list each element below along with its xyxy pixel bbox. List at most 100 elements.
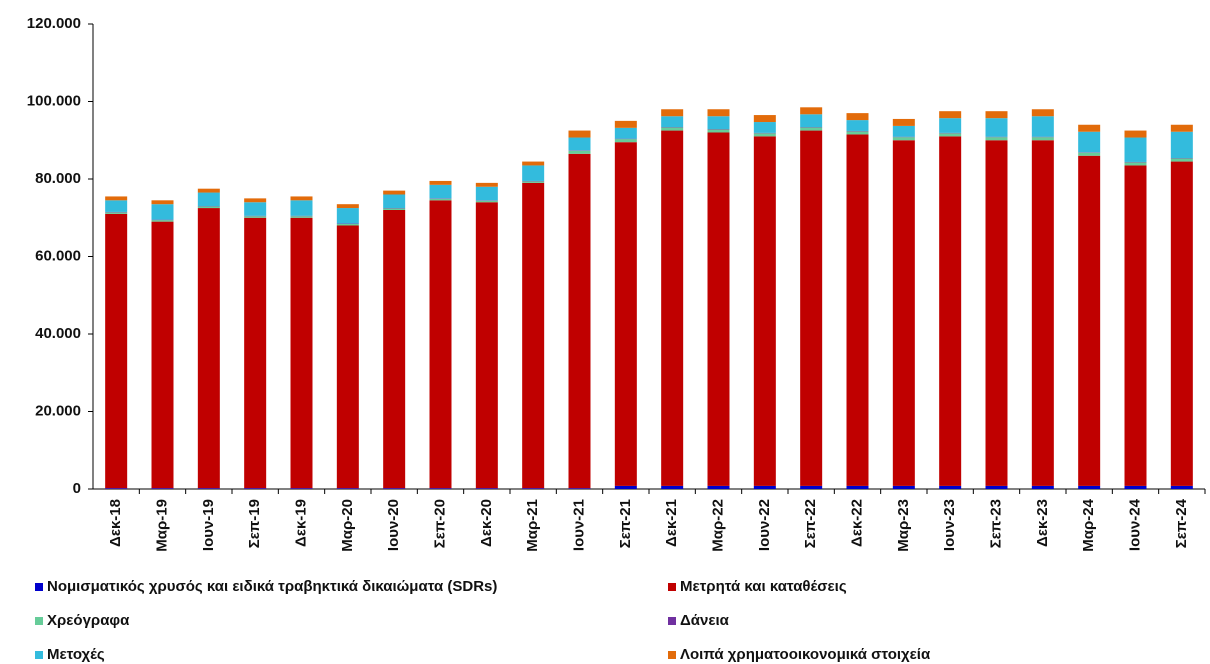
bar-segment (1124, 137, 1147, 162)
bar-segment (197, 192, 220, 207)
bar-segment (522, 182, 545, 489)
bar-segment (614, 120, 637, 128)
x-tick-label: Μαρ-19 (153, 499, 170, 552)
x-tick-label: Δεκ-22 (848, 499, 865, 547)
bar-segment (892, 118, 915, 126)
x-tick-label: Ιουν-22 (756, 499, 773, 551)
bar-segment (1031, 137, 1054, 141)
bar-segment (1078, 152, 1101, 156)
bar-segment (1170, 158, 1193, 162)
legend-swatch (35, 651, 43, 659)
bar-segment (522, 488, 545, 489)
bar-segment (892, 125, 915, 137)
x-tick-label: Σεπ-23 (987, 499, 1004, 548)
bar-segment (846, 113, 869, 121)
bar-segment (614, 142, 637, 486)
bar-segment (1124, 130, 1147, 138)
bar-segment (707, 485, 730, 489)
legend-label: Λοιπά χρηματοοικονομικά στοιχεία (680, 646, 931, 663)
bar-segment (383, 488, 406, 489)
bar-segment (707, 129, 730, 133)
x-tick-label: Μαρ-24 (1080, 498, 1097, 551)
bar-segment (1078, 485, 1101, 489)
bar-segment (429, 198, 452, 201)
x-tick-label: Δεκ-23 (1034, 499, 1051, 547)
bar-segment (105, 212, 128, 214)
bar-segment (1078, 155, 1101, 486)
bar-segment (290, 216, 313, 218)
bar-segment (985, 137, 1008, 141)
x-tick-label: Σεπ-20 (431, 499, 448, 548)
bar-segment (892, 485, 915, 489)
bar-segment (429, 180, 452, 185)
bar-segment (1124, 162, 1147, 166)
bar-segment (753, 122, 776, 133)
legend-label: Μετοχές (47, 646, 105, 663)
bar-segment (614, 485, 637, 489)
bar-segment (568, 153, 591, 489)
bar-segment (1031, 116, 1054, 137)
bar-segment (707, 116, 730, 130)
bar-segment (475, 182, 498, 187)
y-tick-label: 0 (73, 480, 81, 497)
bar-segment (707, 132, 730, 486)
bar-segment (892, 137, 915, 141)
legend-swatch (35, 583, 43, 591)
bar-segment (939, 136, 962, 486)
x-tick-label: Δεκ-21 (663, 499, 680, 547)
x-tick-label: Μαρ-23 (895, 499, 912, 552)
bar-segment (568, 150, 591, 154)
bar-segment (290, 488, 313, 489)
x-tick-label: Μαρ-22 (709, 499, 726, 552)
bar-segment (1170, 485, 1193, 489)
bar-segment (1078, 131, 1101, 153)
bar-segment (1031, 485, 1054, 489)
bar-segment (1031, 140, 1054, 486)
x-tick-label: Ιουν-19 (200, 499, 217, 551)
x-tick-label: Δεκ-19 (292, 499, 309, 547)
legend-swatch (668, 617, 676, 625)
bar-segment (105, 213, 128, 489)
legend-swatch (668, 651, 676, 659)
bar-segment (197, 488, 220, 489)
bar-segment (800, 107, 823, 115)
bar-segment (800, 485, 823, 489)
bar-segment (244, 202, 267, 216)
bar-segment (244, 217, 267, 489)
bar-segment (985, 118, 1008, 137)
y-tick-label: 120.000 (27, 15, 81, 32)
bar-segment (985, 111, 1008, 119)
bar-segment (846, 131, 869, 135)
bar-segment (614, 127, 637, 139)
x-tick-label: Ιουν-24 (1126, 498, 1143, 551)
y-tick-label: 40.000 (35, 325, 81, 342)
bar-segment (105, 196, 128, 201)
bar-segment (1170, 124, 1193, 132)
bar-segment (522, 161, 545, 166)
y-tick-label: 20.000 (35, 402, 81, 419)
bar-segment (614, 139, 637, 143)
y-tick-label: 60.000 (35, 247, 81, 264)
bar-segment (753, 136, 776, 486)
bar-segment (1078, 124, 1101, 132)
bar-segment (800, 130, 823, 486)
bar-segment (1170, 131, 1193, 159)
bar-segment (707, 109, 730, 117)
bar-segment (939, 485, 962, 489)
bar-segment (475, 488, 498, 489)
bar-segment (290, 200, 313, 216)
x-tick-label: Σεπ-24 (1173, 498, 1190, 548)
bar-segment (336, 204, 359, 209)
bar-segment (475, 202, 498, 489)
bar-segment (105, 200, 128, 212)
bar-segment (661, 116, 684, 128)
legend-label: Νομισματικός χρυσός και ειδικά τραβηκτικ… (47, 578, 497, 595)
x-tick-label: Ιουν-23 (941, 499, 958, 551)
x-tick-label: Ιουν-20 (385, 499, 402, 551)
bar-segment (753, 485, 776, 489)
bar-segment (429, 488, 452, 489)
bar-segment (197, 208, 220, 489)
legend-label: Χρεόγραφα (47, 612, 130, 629)
bar-segment (522, 181, 545, 183)
